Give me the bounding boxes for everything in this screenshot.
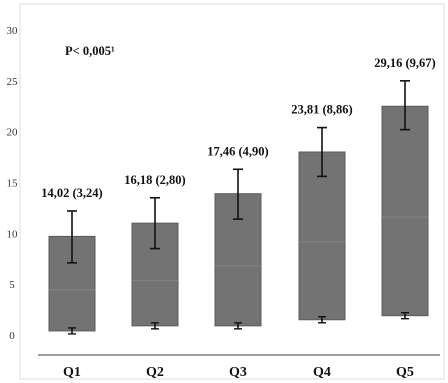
whiskers-layer [67, 80, 410, 335]
data-label-q4: 23,81 (8,86) [291, 103, 352, 117]
category-label-q1: Q1 [63, 365, 81, 380]
data-label-q1: 14,02 (3,24) [41, 186, 102, 200]
bar-q4 [298, 151, 346, 321]
data-label-q3: 17,46 (4,90) [207, 144, 268, 158]
y-tick-label: 25 [7, 76, 19, 88]
y-tick-label: 20 [7, 127, 19, 139]
category-labels: Q1 Q2 Q3 Q4 Q5 [63, 365, 414, 380]
category-label-q5: Q5 [396, 365, 414, 380]
y-tick-label: 30 [7, 25, 19, 37]
p-value-annotation: P< 0,005¹ [65, 44, 115, 58]
data-label-q2: 16,18 (2,80) [124, 173, 185, 187]
y-tick-label: 15 [7, 178, 19, 190]
y-axis-ticks: 0 5 10 15 20 25 30 [7, 25, 19, 342]
bar-q5 [381, 105, 429, 317]
data-labels-layer: 14,02 (3,24) 16,18 (2,80) 17,46 (4,90) 23,8… [41, 56, 435, 200]
category-label-q3: Q3 [229, 365, 247, 380]
data-label-q5: 29,16 (9,67) [374, 56, 435, 70]
plot-frame [19, 3, 445, 380]
y-tick-label: 5 [9, 279, 15, 291]
bars-layer [48, 105, 429, 332]
category-label-q2: Q2 [146, 365, 164, 380]
y-tick-label: 10 [7, 228, 19, 240]
category-label-q4: Q4 [313, 365, 331, 380]
y-tick-label: 0 [9, 330, 15, 342]
